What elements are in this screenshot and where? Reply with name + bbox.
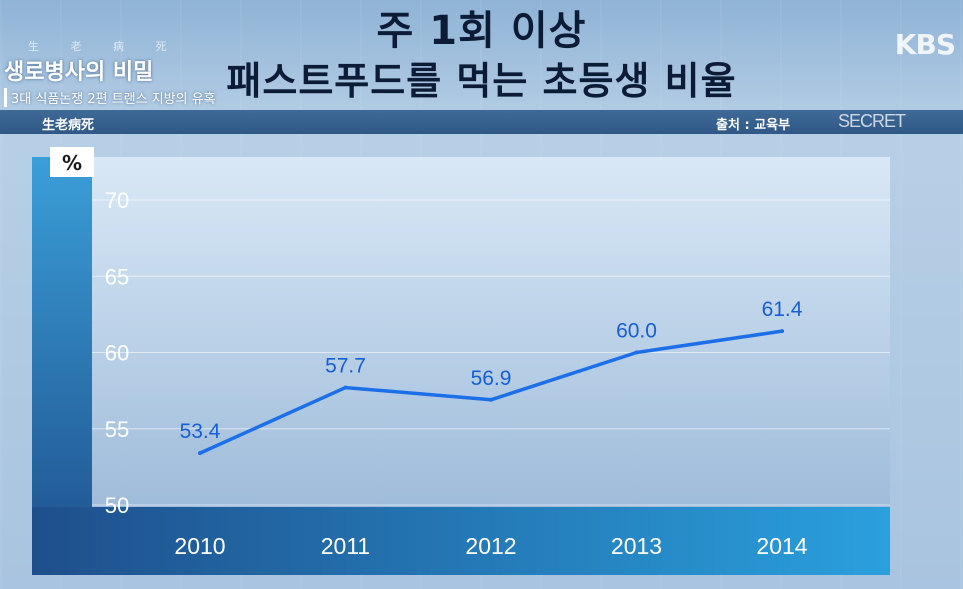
x-tick-label: 2014 [756, 533, 807, 559]
x-tick-label: 2012 [465, 533, 516, 559]
y-tick-label: 70 [105, 188, 129, 213]
chart-title-line2: 패스트푸드를 먹는 초등생 비율 [226, 59, 737, 103]
broadcaster-logo: KBS [894, 28, 956, 61]
y-tick-label: 65 [105, 264, 129, 289]
secret-watermark: SECRET [838, 111, 906, 131]
title-block: 주 1회 이상 패스트푸드를 먹는 초등생 비율 [0, 6, 963, 106]
x-axis-panel [32, 507, 890, 575]
y-axis-panel [32, 157, 92, 575]
program-logo-title: 생로병사의 비밀 [4, 59, 154, 85]
program-logo: 生 老 病 死 생로병사의 비밀 3대 식품논쟁 2편 트랜스 지방의 유혹 [4, 38, 244, 107]
data-label: 56.9 [471, 367, 512, 390]
info-band: 生老病死 출처 : 교육부 SECRET [0, 110, 963, 134]
plot-area [92, 157, 890, 507]
data-point [634, 350, 639, 355]
data-point [198, 451, 202, 456]
x-tick-label: 2013 [611, 533, 662, 559]
x-tick-label: 2011 [321, 533, 370, 559]
band-hanja: 生老病死 [42, 118, 95, 133]
data-label: 60.0 [616, 320, 657, 343]
y-tick-label: 50 [105, 493, 129, 518]
data-label: 53.4 [180, 420, 221, 443]
data-point [343, 385, 348, 390]
data-label: 57.7 [325, 355, 366, 378]
y-tick-label: 60 [105, 341, 129, 366]
chart-title-line1: 주 1회 이상 [376, 8, 587, 54]
y-unit-box [50, 147, 94, 177]
data-point [780, 329, 784, 334]
data-point [489, 397, 493, 402]
episode-title: 3대 식품논쟁 2편 트랜스 지방의 유혹 [4, 88, 244, 107]
x-tick-label: 2010 [174, 533, 225, 559]
source-label: 출처 : 교육부 [716, 118, 791, 133]
data-label: 61.4 [762, 298, 803, 321]
y-unit-label: % [62, 151, 82, 175]
y-tick-label: 55 [105, 417, 129, 442]
program-logo-hanja: 生 老 病 死 [28, 40, 181, 53]
